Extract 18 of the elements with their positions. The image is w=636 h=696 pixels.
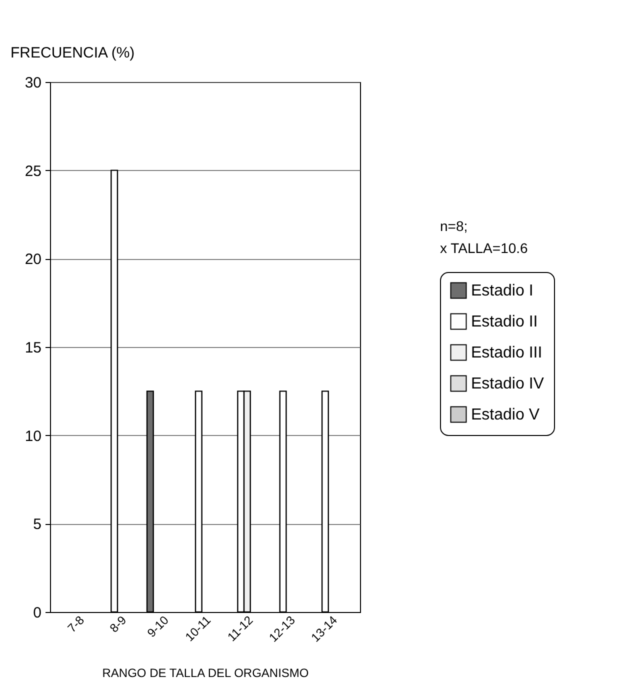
y-tick-label: 15 bbox=[24, 340, 42, 356]
x-tick-label: 7-8 bbox=[64, 612, 88, 636]
text: x TALLA=10.6 bbox=[440, 240, 528, 256]
y-axis-title: FRECUENCIA (%) bbox=[10, 44, 135, 62]
x-tick-label: 8-9 bbox=[106, 612, 130, 636]
legend-label: Estadio III bbox=[471, 344, 542, 362]
text: n=8; bbox=[440, 218, 468, 234]
y-tick-label: 20 bbox=[24, 251, 42, 268]
legend-label: Estadio I bbox=[471, 282, 534, 300]
y-tick-label: 30 bbox=[24, 74, 42, 92]
legend-label: Estadio II bbox=[471, 314, 538, 330]
x-axis-title: RANGO DE TALLA DEL ORGANISMO bbox=[102, 666, 309, 680]
legend-label: Estadio IV bbox=[471, 376, 544, 392]
y-tick-label: 0 bbox=[33, 604, 42, 622]
legend-label: Estadio V bbox=[471, 406, 540, 424]
y-tick-label: 5 bbox=[33, 516, 42, 534]
y-tick-label: 25 bbox=[24, 162, 42, 180]
y-tick-label: 10 bbox=[24, 428, 42, 445]
